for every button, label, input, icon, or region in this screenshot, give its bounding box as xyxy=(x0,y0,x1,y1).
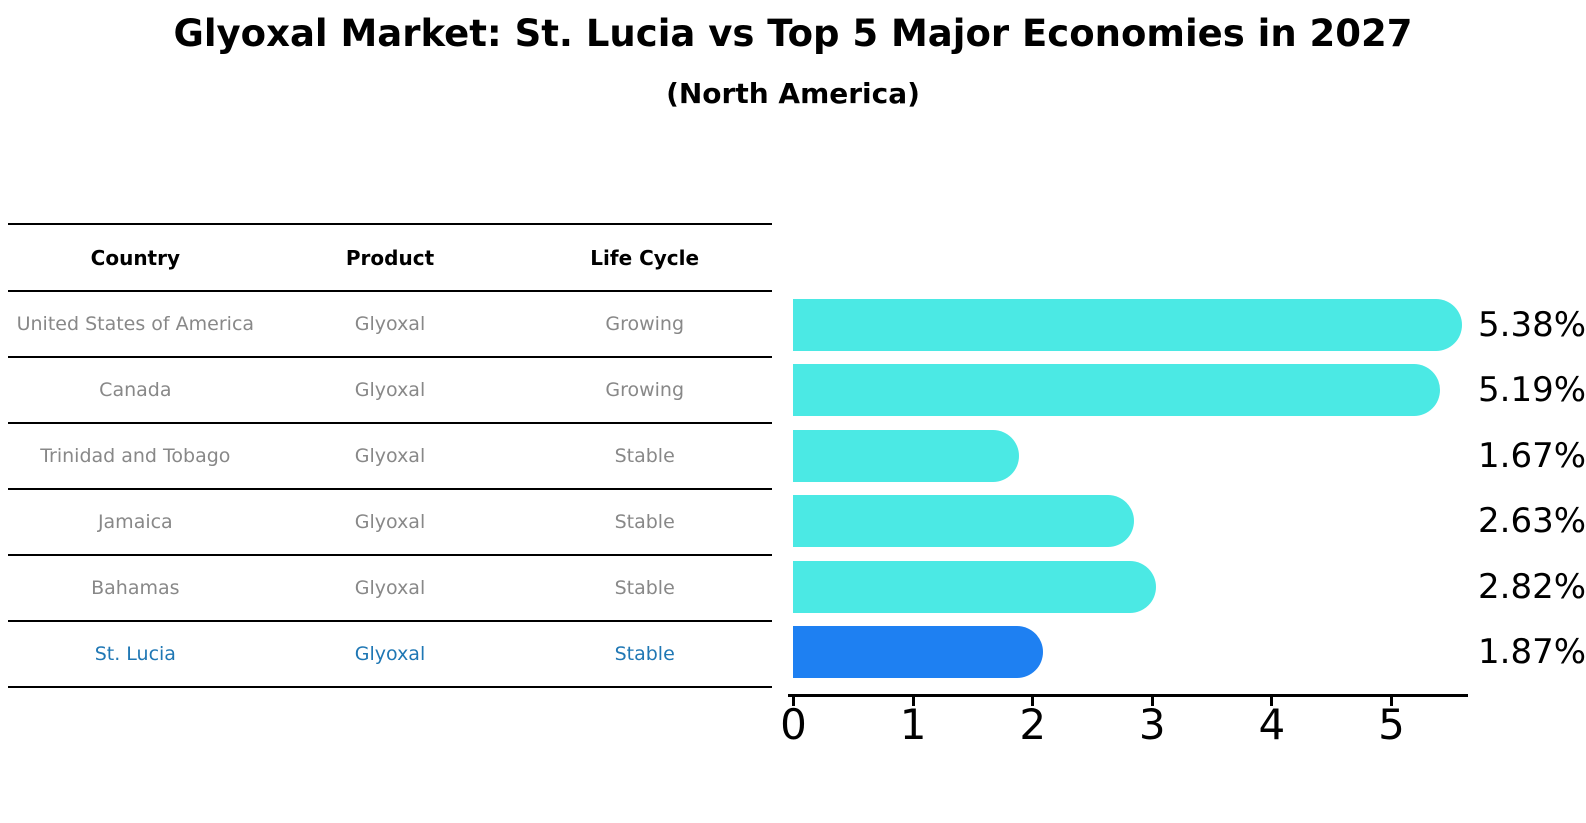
x-tick-label: 4 xyxy=(1258,700,1286,749)
country-cell: Jamaica xyxy=(97,511,173,533)
column-header-product: Product xyxy=(345,245,435,270)
bar-value-label: 1.67% xyxy=(1478,435,1586,476)
life-cycle-cell: Stable xyxy=(614,511,675,533)
x-tick xyxy=(1390,697,1393,706)
table-row: Jamaica Glyoxal Stable xyxy=(8,490,772,556)
x-axis-line xyxy=(788,694,1468,697)
product-cell: Glyoxal xyxy=(354,577,426,599)
table-row: Trinidad and Tobago Glyoxal Stable xyxy=(8,424,772,490)
x-tick xyxy=(911,697,915,706)
chart-title: Glyoxal Market: St. Lucia vs Top 5 Major… xyxy=(173,12,1413,55)
bar-st-lucia-highlight xyxy=(793,625,1043,678)
country-cell: United States of America xyxy=(16,313,255,335)
column-header-life-cycle: Life Cycle xyxy=(590,245,700,270)
country-cell: Bahamas xyxy=(91,577,180,599)
bar-canada xyxy=(793,364,1440,417)
table-row: United States of America Glyoxal Growing xyxy=(8,292,772,358)
x-tick-label: 0 xyxy=(780,700,807,749)
bar-value-label: 2.82% xyxy=(1478,566,1586,607)
x-tick-label: 1 xyxy=(899,700,927,749)
life-cycle-cell: Stable xyxy=(614,643,675,665)
x-tick-label: 5 xyxy=(1378,700,1405,749)
life-cycle-cell: Growing xyxy=(605,379,685,401)
bar-bahamas xyxy=(793,560,1157,613)
life-cycle-cell: Stable xyxy=(614,445,675,467)
bar-value-label: 1.87% xyxy=(1478,631,1586,672)
country-cell: Canada xyxy=(99,379,172,401)
country-cell: St. Lucia xyxy=(94,643,176,665)
bar-value-label: 2.63% xyxy=(1478,501,1586,542)
product-cell: Glyoxal xyxy=(354,379,426,401)
product-cell: Glyoxal xyxy=(354,445,426,467)
x-tick xyxy=(1031,697,1035,706)
life-cycle-cell: Growing xyxy=(605,313,685,335)
bar-value-label: 5.19% xyxy=(1478,370,1586,411)
table-row: Canada Glyoxal Growing xyxy=(8,358,772,424)
value-label-column: 5.38% 5.19% 1.67% 2.63% 2.82% 1.87% xyxy=(1478,299,1586,678)
x-tick xyxy=(1150,697,1154,706)
product-cell: Glyoxal xyxy=(354,511,426,533)
table-row-highlighted: St. Lucia Glyoxal Stable xyxy=(8,622,772,688)
product-cell: Glyoxal xyxy=(354,643,426,665)
column-header-country: Country xyxy=(90,245,181,270)
product-cell: Glyoxal xyxy=(354,313,426,335)
chart-subtitle: (North America) xyxy=(666,77,920,110)
x-tick-label: 2 xyxy=(1019,700,1047,749)
table-row: Bahamas Glyoxal Stable xyxy=(8,556,772,622)
bar-value-label: 5.38% xyxy=(1478,305,1586,345)
bar-united-states xyxy=(793,299,1463,351)
table-header-row: Country Product Life Cycle xyxy=(8,225,772,292)
bar-trinidad-and-tobago xyxy=(793,429,1019,482)
bar-jamaica xyxy=(793,495,1134,548)
country-cell: Trinidad and Tobago xyxy=(40,445,231,467)
x-tick xyxy=(1270,697,1274,706)
country-table: Country Product Life Cycle United States… xyxy=(8,223,772,688)
life-cycle-cell: Stable xyxy=(614,577,675,599)
x-tick-label: 3 xyxy=(1138,700,1166,749)
bar-area xyxy=(793,299,1463,678)
x-tick xyxy=(792,697,795,706)
